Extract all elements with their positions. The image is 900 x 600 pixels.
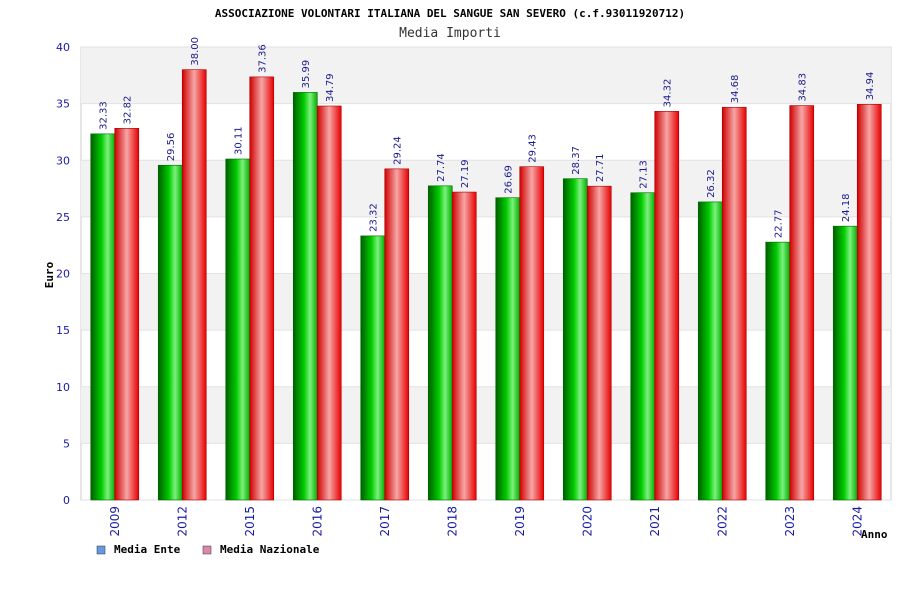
y-tick-label: 25	[56, 211, 70, 224]
grid-band	[81, 386, 891, 444]
data-labels: 32.33 32.82 29.56 38.00 30.11 37.36 35.99 34.79…	[99, 37, 877, 238]
bar-media-ente-2012	[157, 164, 183, 501]
data-label: 23.32	[369, 203, 380, 232]
data-label: 35.99	[301, 60, 312, 89]
data-label: 26.69	[504, 165, 515, 194]
data-label: 38.00	[190, 37, 201, 66]
x-tick-label: 2009	[108, 506, 122, 537]
legend-label-media-nazionale: Media Nazionale	[220, 543, 320, 556]
bar-media-ente-2016	[292, 92, 318, 501]
data-label: 32.82	[123, 96, 134, 125]
bar-media-nazionale-2023	[789, 105, 815, 501]
bar-media-nazionale-2022	[721, 106, 747, 501]
data-label: 27.74	[436, 153, 447, 182]
data-label: 29.24	[393, 136, 404, 165]
legend-label-media-ente: Media Ente	[114, 543, 181, 556]
x-tick-label: 2012	[175, 506, 189, 537]
data-label: 29.43	[528, 134, 539, 163]
data-label: 28.37	[571, 146, 582, 175]
grid-band	[81, 47, 891, 104]
bar-media-nazionale-2020	[586, 185, 612, 501]
y-tick-label: 15	[56, 324, 70, 337]
bar-media-ente-2009	[90, 133, 116, 501]
data-label: 37.36	[258, 44, 269, 73]
data-label: 29.56	[166, 133, 177, 162]
data-label: 22.77	[774, 209, 785, 238]
data-label: 34.32	[663, 79, 674, 108]
x-tick-label: 2016	[310, 506, 324, 537]
y-tick-label: 20	[56, 268, 70, 281]
bar-media-ente-2020	[562, 178, 588, 501]
y-axis-label: Euro	[43, 261, 56, 288]
bar-media-ente-2022	[697, 201, 723, 501]
data-label: 34.83	[798, 73, 809, 102]
data-label: 27.71	[595, 154, 606, 183]
legend-swatch-media-nazionale	[202, 545, 212, 555]
x-tick-label: 2020	[580, 506, 594, 537]
bar-media-ente-2021	[630, 192, 656, 501]
legend: Media Ente Media Nazionale	[96, 543, 320, 556]
y-tick-label: 30	[56, 154, 70, 167]
chart-subtitle: Media Importi	[399, 26, 501, 41]
x-tick-label: 2023	[783, 506, 797, 537]
y-tick-label: 10	[56, 381, 70, 394]
bar-media-ente-2017	[360, 235, 386, 501]
x-tick-label: 2015	[243, 506, 257, 537]
x-axis-ticks: 2009 2012 2015 2016 2017 2018 2019 2020 2021 2022…	[108, 506, 865, 537]
data-label: 24.18	[841, 194, 852, 223]
legend-swatch-media-ente	[96, 545, 106, 555]
y-axis-ticks: 0 5 10 15 20 25 30 35 40	[56, 41, 70, 507]
bar-media-nazionale-2019	[519, 166, 545, 501]
bar-media-nazionale-2012	[181, 69, 207, 501]
x-tick-label: 2019	[513, 506, 527, 537]
data-label: 32.33	[99, 101, 110, 130]
bar-media-nazionale-2009	[114, 128, 140, 501]
bars	[90, 69, 882, 501]
x-tick-label: 2022	[715, 506, 729, 537]
bar-media-ente-2023	[765, 241, 791, 501]
bar-media-nazionale-2021	[654, 111, 680, 501]
grid-band	[81, 160, 891, 217]
grid-band	[81, 273, 891, 331]
y-tick-label: 35	[56, 98, 70, 111]
data-label: 34.68	[730, 75, 741, 104]
chart-title: ASSOCIAZIONE VOLONTARI ITALIANA DEL SANG…	[215, 7, 685, 20]
y-tick-label: 40	[56, 41, 70, 54]
bar-media-ente-2015	[225, 158, 251, 501]
y-tick-label: 0	[63, 494, 70, 507]
data-label: 30.11	[234, 126, 245, 155]
bar-media-nazionale-2016	[316, 105, 342, 501]
bar-media-ente-2024	[832, 225, 858, 501]
bar-media-nazionale-2017	[384, 168, 410, 501]
bar-media-nazionale-2024	[856, 104, 882, 501]
grid-lines	[81, 46, 891, 501]
x-axis-label: Anno	[861, 528, 888, 541]
data-label: 27.13	[639, 160, 650, 189]
x-tick-label: 2021	[648, 506, 662, 537]
x-tick-label: 2017	[378, 506, 392, 537]
bar-media-ente-2018	[427, 185, 453, 501]
bar-media-nazionale-2018	[451, 191, 477, 501]
x-tick-label: 2024	[850, 506, 864, 537]
bar-media-nazionale-2015	[249, 76, 275, 501]
data-label: 27.19	[460, 159, 471, 188]
data-label: 26.32	[706, 169, 717, 198]
data-label: 34.79	[325, 73, 336, 102]
y-tick-label: 5	[63, 437, 70, 450]
data-label: 34.94	[865, 72, 876, 101]
bar-media-ente-2019	[495, 197, 521, 501]
x-tick-label: 2018	[445, 506, 459, 537]
